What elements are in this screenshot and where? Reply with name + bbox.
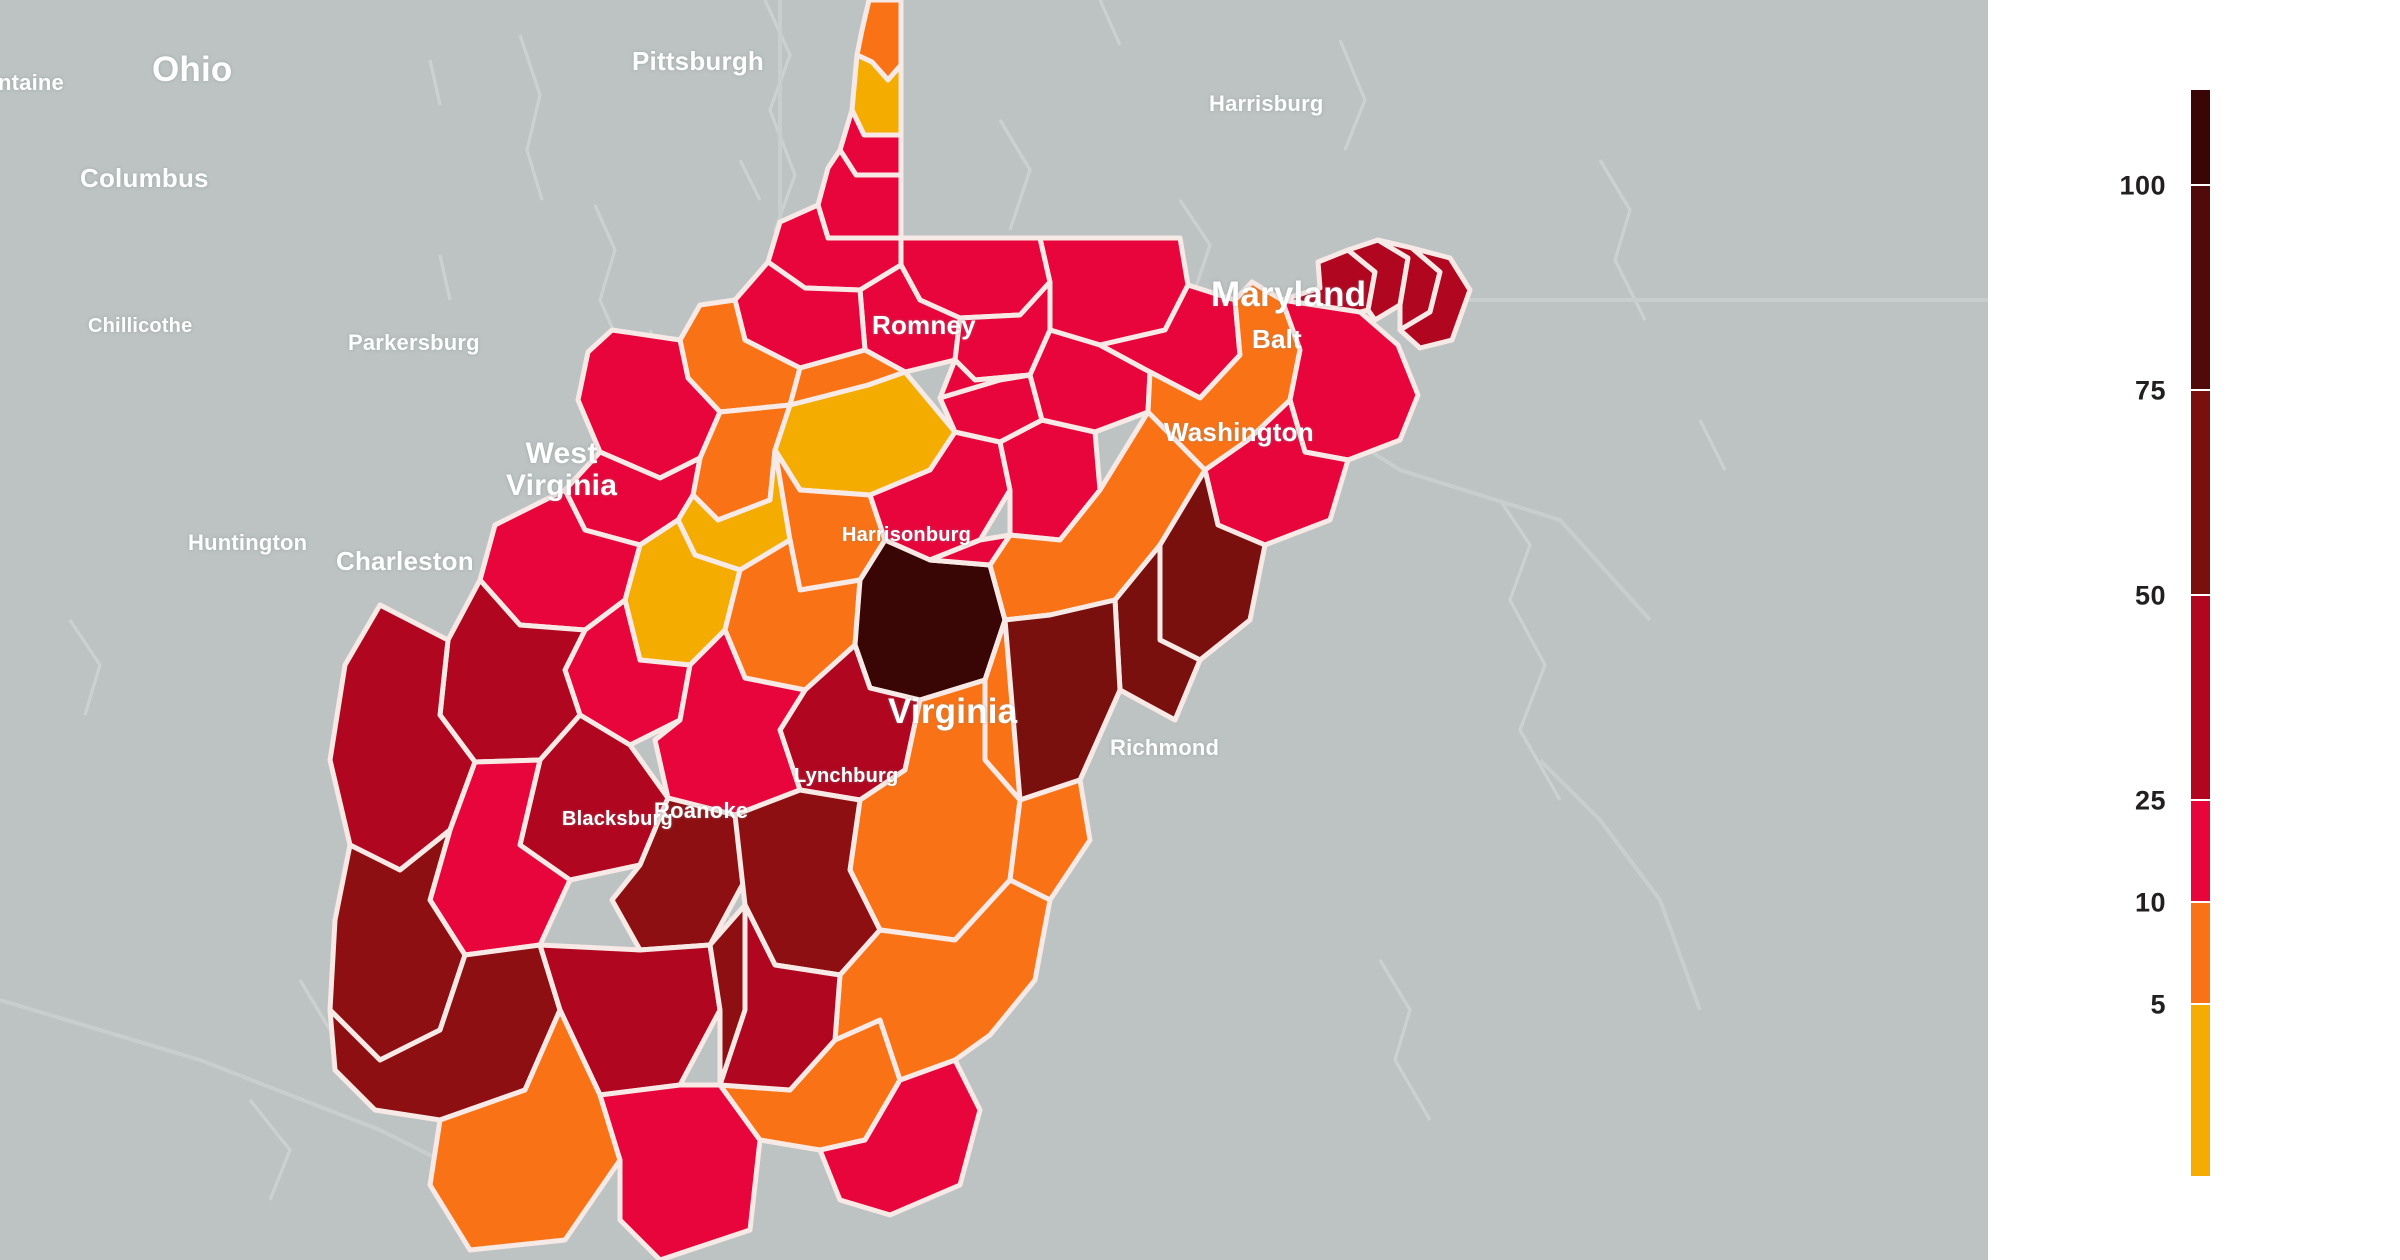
county-summersN [717,902,843,1093]
legend-swatch-5-10 [2191,903,2210,1005]
legend-tick-5: 5 [2150,989,2166,1020]
county-jefferson [1397,245,1473,351]
legend-swatch-50-75 [2191,391,2210,596]
county-pocahontasS [1007,777,1093,903]
legend-tick-75: 75 [2134,375,2166,406]
legend-tick-25: 25 [2134,785,2166,816]
county-upshur2 [927,532,1013,568]
legend-swatch-25-50 [2191,596,2210,801]
legend-swatch-100+ [2191,90,2210,186]
county-greenbrierS [832,877,1053,1083]
legend-tick-50: 50 [2134,580,2166,611]
county-grantS [1002,597,1123,803]
legend-tick-10: 10 [2134,887,2166,918]
wv-counties [327,0,1473,1260]
county-mercer [597,1082,763,1260]
county-doddridge [787,347,908,408]
basemap-rivers [68,0,1727,1201]
legend-panel: 100 75 50 25 10 5 [1988,0,2400,1260]
legend-swatch-10-25 [2191,801,2210,903]
map-canvas[interactable]: Ohio Virginia Maryland West Virginia ntaine Co… [0,0,1988,1260]
legend-tick-100: 100 [2119,170,2166,201]
legend-swatch-0-5 [2191,1005,2210,1176]
legend-swatch-75-100 [2191,186,2210,391]
legend-color-bar[interactable] [2191,90,2210,1176]
choropleth-map-svg[interactable] [0,0,1988,1260]
